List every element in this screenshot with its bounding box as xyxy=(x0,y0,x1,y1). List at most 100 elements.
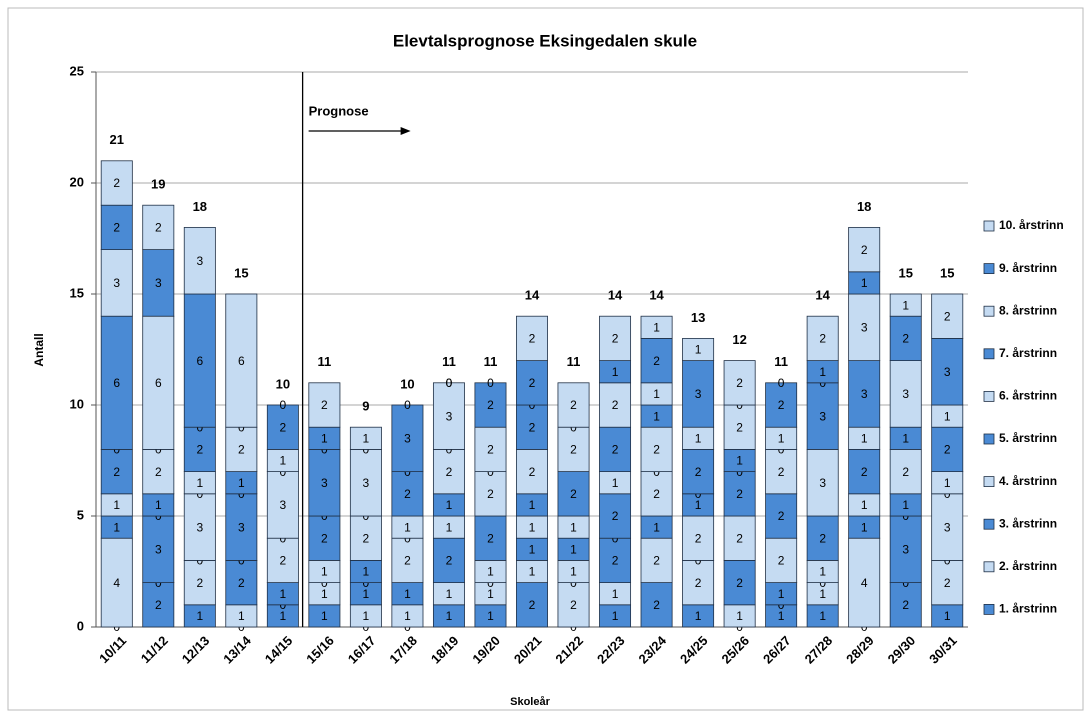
segment-label: 3 xyxy=(196,520,203,534)
segment-label: 3 xyxy=(902,387,909,401)
bar-segment xyxy=(848,360,881,428)
segment-label: 3 xyxy=(404,431,411,445)
segment-label: 1 xyxy=(404,520,411,534)
legend-swatch xyxy=(983,476,995,488)
bar-segment xyxy=(848,448,881,495)
segment-label: 2 xyxy=(363,531,370,545)
segment-label: 1 xyxy=(653,387,660,401)
segment-label: 1 xyxy=(695,431,702,445)
bar-segment xyxy=(931,493,964,561)
bar-segment xyxy=(391,537,424,584)
segment-label: 2 xyxy=(570,398,577,412)
segment-label: 3 xyxy=(363,476,370,490)
segment-label: 3 xyxy=(902,542,909,556)
segment-label: 1 xyxy=(570,565,577,579)
segment-label: 2 xyxy=(736,531,743,545)
bar-segment xyxy=(100,315,133,450)
segment-label: 0 xyxy=(487,376,494,390)
y-axis-label: Antall xyxy=(32,333,46,366)
segment-label: 2 xyxy=(404,554,411,568)
bar-segment xyxy=(723,560,756,606)
segment-label: 1 xyxy=(446,498,453,512)
legend-swatch xyxy=(983,263,995,275)
bar-segment xyxy=(474,382,507,428)
bar-segment xyxy=(142,582,175,628)
total-label: 10 xyxy=(276,376,290,391)
bar-segment xyxy=(557,382,590,428)
bar-segment xyxy=(599,493,632,539)
segment-label: 1 xyxy=(446,520,453,534)
segment-label: 2 xyxy=(529,465,536,479)
total-label: 18 xyxy=(857,199,871,214)
segment-label: 1 xyxy=(363,431,370,445)
segment-label: 1 xyxy=(363,587,370,601)
segment-label: 1 xyxy=(404,609,411,623)
segment-label: 1 xyxy=(861,431,868,445)
segment-label: 3 xyxy=(695,387,702,401)
segment-label: 1 xyxy=(653,320,660,334)
legend-label: 6. årstrinn xyxy=(999,389,1057,403)
segment-label: 1 xyxy=(155,498,162,512)
segment-label: 1 xyxy=(861,520,868,534)
segment-label: 0 xyxy=(404,398,411,412)
segment-label: 3 xyxy=(113,276,120,290)
segment-label: 1 xyxy=(861,498,868,512)
bar-segment xyxy=(474,515,507,561)
bar-segment xyxy=(931,560,964,606)
segment-label: 2 xyxy=(487,443,494,457)
segment-label: 2 xyxy=(280,554,287,568)
legend-label: 8. årstrinn xyxy=(999,303,1057,317)
bar-segment xyxy=(640,337,673,384)
segment-label: 1 xyxy=(487,587,494,601)
bar-segment xyxy=(557,426,590,473)
segment-label: 2 xyxy=(695,465,702,479)
bar-segment xyxy=(806,315,839,362)
annotation: Prognose xyxy=(309,103,369,118)
segment-label: 1 xyxy=(113,520,120,534)
bar-segment xyxy=(889,315,922,362)
total-label: 14 xyxy=(608,288,623,303)
segment-label: 2 xyxy=(321,398,328,412)
total-label: 10 xyxy=(400,376,414,391)
segment-label: 2 xyxy=(155,221,162,235)
bar-segment xyxy=(931,426,964,473)
total-label: 11 xyxy=(774,354,788,369)
segment-label: 2 xyxy=(653,443,660,457)
legend-swatch xyxy=(983,390,995,402)
segment-label: 2 xyxy=(653,354,660,368)
segment-label: 2 xyxy=(653,487,660,501)
total-label: 12 xyxy=(732,332,746,347)
bar-segment xyxy=(516,315,548,362)
bar-segment xyxy=(516,582,548,628)
total-label: 14 xyxy=(525,288,540,303)
bar-segment xyxy=(682,515,715,561)
bar-segment xyxy=(765,493,798,539)
legend-swatch xyxy=(983,561,995,573)
total-label: 19 xyxy=(151,177,165,192)
legend-label: 7. årstrinn xyxy=(999,346,1057,360)
segment-label: 2 xyxy=(280,420,287,434)
segment-label: 6 xyxy=(155,376,162,390)
segment-label: 2 xyxy=(819,332,826,346)
segment-label: 2 xyxy=(238,576,245,590)
segment-label: 1 xyxy=(321,565,328,579)
segment-label: 2 xyxy=(902,465,909,479)
bar-segment xyxy=(557,471,590,517)
bar-segment xyxy=(765,537,798,584)
bar-segment xyxy=(723,515,756,561)
segment-label: 1 xyxy=(321,609,328,623)
bar-segment xyxy=(557,582,590,628)
legend-label: 5. årstrinn xyxy=(999,431,1057,445)
segment-label: 1 xyxy=(280,454,287,468)
total-label: 15 xyxy=(898,265,912,280)
bar-segment xyxy=(142,315,175,450)
bar-segment xyxy=(349,426,382,450)
legend-label: 3. årstrinn xyxy=(999,516,1057,530)
segment-label: 1 xyxy=(861,276,868,290)
segment-label: 1 xyxy=(113,498,120,512)
total-label: 13 xyxy=(691,310,705,325)
bar-segment xyxy=(308,448,341,517)
segment-label: 2 xyxy=(529,420,536,434)
segment-label: 1 xyxy=(695,498,702,512)
segment-label: 2 xyxy=(196,443,203,457)
